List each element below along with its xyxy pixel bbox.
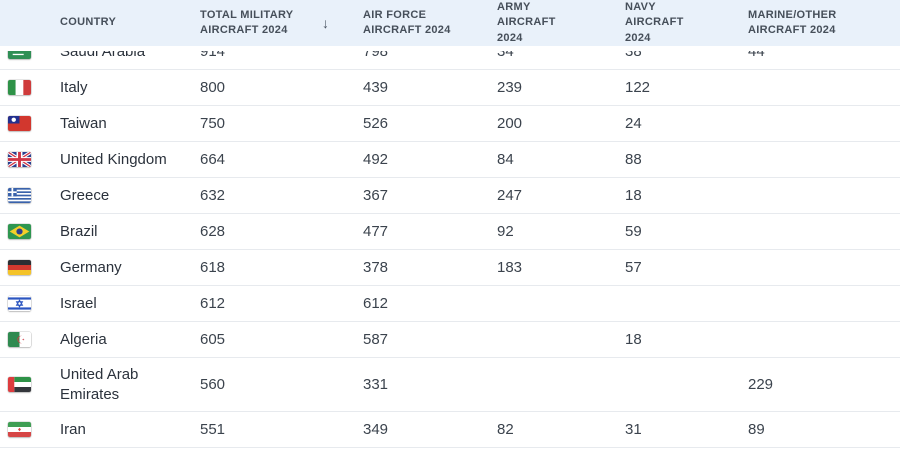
header-cell-total: TOTAL MILITARY AIRCRAFT 2024 ↓ <box>200 8 363 39</box>
army-value: 239 <box>497 79 523 96</box>
country-cell: United Arab Emirates <box>0 365 200 405</box>
country-name: United Arab Emirates <box>60 365 139 403</box>
taiwan-flag-icon <box>8 115 31 131</box>
total-aircraft-value: 618 <box>200 259 226 276</box>
header-cell-air-force: AIR FORCE AIRCRAFT 2024 <box>363 8 497 39</box>
header-cell-country: COUNTRY <box>0 15 200 30</box>
country-name: Iran <box>60 420 86 438</box>
column-header-navy-aircraft[interactable]: NAVY AIRCRAFT 2024 <box>625 0 684 44</box>
brazil-flag-icon <box>8 223 31 239</box>
total-aircraft-value: 632 <box>200 187 226 204</box>
column-header-army-aircraft[interactable]: ARMY AIRCRAFT 2024 <box>497 0 556 44</box>
country-name: Algeria <box>60 330 107 348</box>
total-aircraft-value: 605 <box>200 331 226 348</box>
country-cell: United Kingdom <box>0 150 200 170</box>
country-cell: Israel <box>0 294 200 314</box>
total-aircraft-value: 551 <box>200 421 226 438</box>
table-row: Germany 618 378 183 57 <box>0 250 900 286</box>
country-name: Brazil <box>60 222 98 240</box>
country-name: Germany <box>60 258 122 276</box>
air-force-value: 612 <box>363 295 389 312</box>
iran-flag-icon <box>8 421 31 437</box>
navy-value: 18 <box>625 187 642 204</box>
country-name: Israel <box>60 294 97 312</box>
air-force-value: 587 <box>363 331 389 348</box>
total-aircraft-value: 664 <box>200 151 226 168</box>
column-header-marine-other-aircraft[interactable]: MARINE/OTHER AIRCRAFT 2024 <box>748 8 837 36</box>
table-header: COUNTRY TOTAL MILITARY AIRCRAFT 2024 ↓ A… <box>0 0 900 51</box>
total-aircraft-value: 628 <box>200 223 226 240</box>
column-header-total-military-aircraft[interactable]: TOTAL MILITARY AIRCRAFT 2024 <box>200 8 294 36</box>
air-force-value: 331 <box>363 376 389 393</box>
country-cell: Germany <box>0 258 200 278</box>
army-value: 84 <box>497 151 514 168</box>
table-row: Brazil 628 477 92 59 <box>0 214 900 250</box>
table-row: Israel 612 612 <box>0 286 900 322</box>
army-value: 92 <box>497 223 514 240</box>
air-force-value: 349 <box>363 421 389 438</box>
country-cell: Iran <box>0 420 200 440</box>
israel-flag-icon <box>8 295 31 311</box>
total-aircraft-value: 612 <box>200 295 226 312</box>
country-name: United Kingdom <box>60 150 167 168</box>
country-cell: Taiwan <box>0 114 200 134</box>
table-row: United Kingdom 664 492 84 88 <box>0 142 900 178</box>
air-force-value: 378 <box>363 259 389 276</box>
army-value: 247 <box>497 187 523 204</box>
column-header-air-force-aircraft[interactable]: AIR FORCE AIRCRAFT 2024 <box>363 8 451 36</box>
table-row: Taiwan 750 526 200 24 <box>0 106 900 142</box>
greece-flag-icon <box>8 187 31 203</box>
country-cell: Italy <box>0 78 200 98</box>
total-aircraft-value: 750 <box>200 115 226 132</box>
table-row: Greece 632 367 247 18 <box>0 178 900 214</box>
table-row: Algeria 605 587 18 <box>0 322 900 358</box>
army-value: 82 <box>497 421 514 438</box>
navy-value: 18 <box>625 331 642 348</box>
air-force-value: 367 <box>363 187 389 204</box>
table-row: United Arab Emirates 560 331 229 <box>0 358 900 412</box>
table-row: Iran 551 349 82 31 89 <box>0 412 900 448</box>
united-kingdom-flag-icon <box>8 151 31 167</box>
navy-value: 122 <box>625 79 651 96</box>
country-cell: Algeria <box>0 330 200 350</box>
italy-flag-icon <box>8 79 31 95</box>
air-force-value: 439 <box>363 79 389 96</box>
germany-flag-icon <box>8 259 31 275</box>
navy-value: 88 <box>625 151 642 168</box>
country-cell: Brazil <box>0 222 200 242</box>
marine-other-value: 89 <box>748 421 765 438</box>
header-cell-navy: NAVY AIRCRAFT 2024 <box>625 0 748 46</box>
total-aircraft-value: 560 <box>200 376 226 393</box>
united-arab-emirates-flag-icon <box>8 377 31 392</box>
header-cell-army: ARMY AIRCRAFT 2024 <box>497 0 625 46</box>
table-row: Italy 800 439 239 122 <box>0 70 900 106</box>
table-body: Saudi Arabia 914 798 34 38 44 Italy 800 … <box>0 34 900 448</box>
country-name: Greece <box>60 186 110 204</box>
column-header-country[interactable]: COUNTRY <box>60 16 117 29</box>
header-cell-marine-other: MARINE/OTHER AIRCRAFT 2024 <box>748 8 900 39</box>
army-value: 200 <box>497 115 523 132</box>
country-name: Taiwan <box>60 114 107 132</box>
navy-value: 57 <box>625 259 642 276</box>
navy-value: 24 <box>625 115 642 132</box>
air-force-value: 477 <box>363 223 389 240</box>
army-value: 183 <box>497 259 523 276</box>
air-force-value: 492 <box>363 151 389 168</box>
navy-value: 59 <box>625 223 642 240</box>
sort-descending-arrow-icon[interactable]: ↓ <box>322 15 329 31</box>
country-name: Italy <box>60 78 88 96</box>
navy-value: 31 <box>625 421 642 438</box>
country-cell: Greece <box>0 186 200 206</box>
marine-other-value: 229 <box>748 376 774 393</box>
algeria-flag-icon <box>8 331 31 347</box>
total-aircraft-value: 800 <box>200 79 226 96</box>
air-force-value: 526 <box>363 115 389 132</box>
